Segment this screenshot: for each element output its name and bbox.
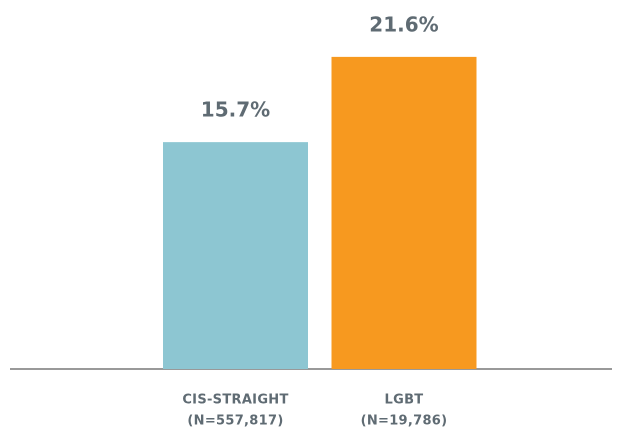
sample-size-label: (N=557,817)	[187, 414, 283, 429]
value-label: 15.7%	[201, 98, 270, 122]
value-label: 21.6%	[369, 12, 438, 36]
x-tick-label: CIS-STRAIGHT	[182, 393, 288, 408]
x-tick-label: LGBT	[385, 393, 424, 408]
sample-size-label: (N=19,786)	[361, 414, 448, 429]
bar	[163, 142, 308, 369]
bar	[331, 56, 477, 369]
